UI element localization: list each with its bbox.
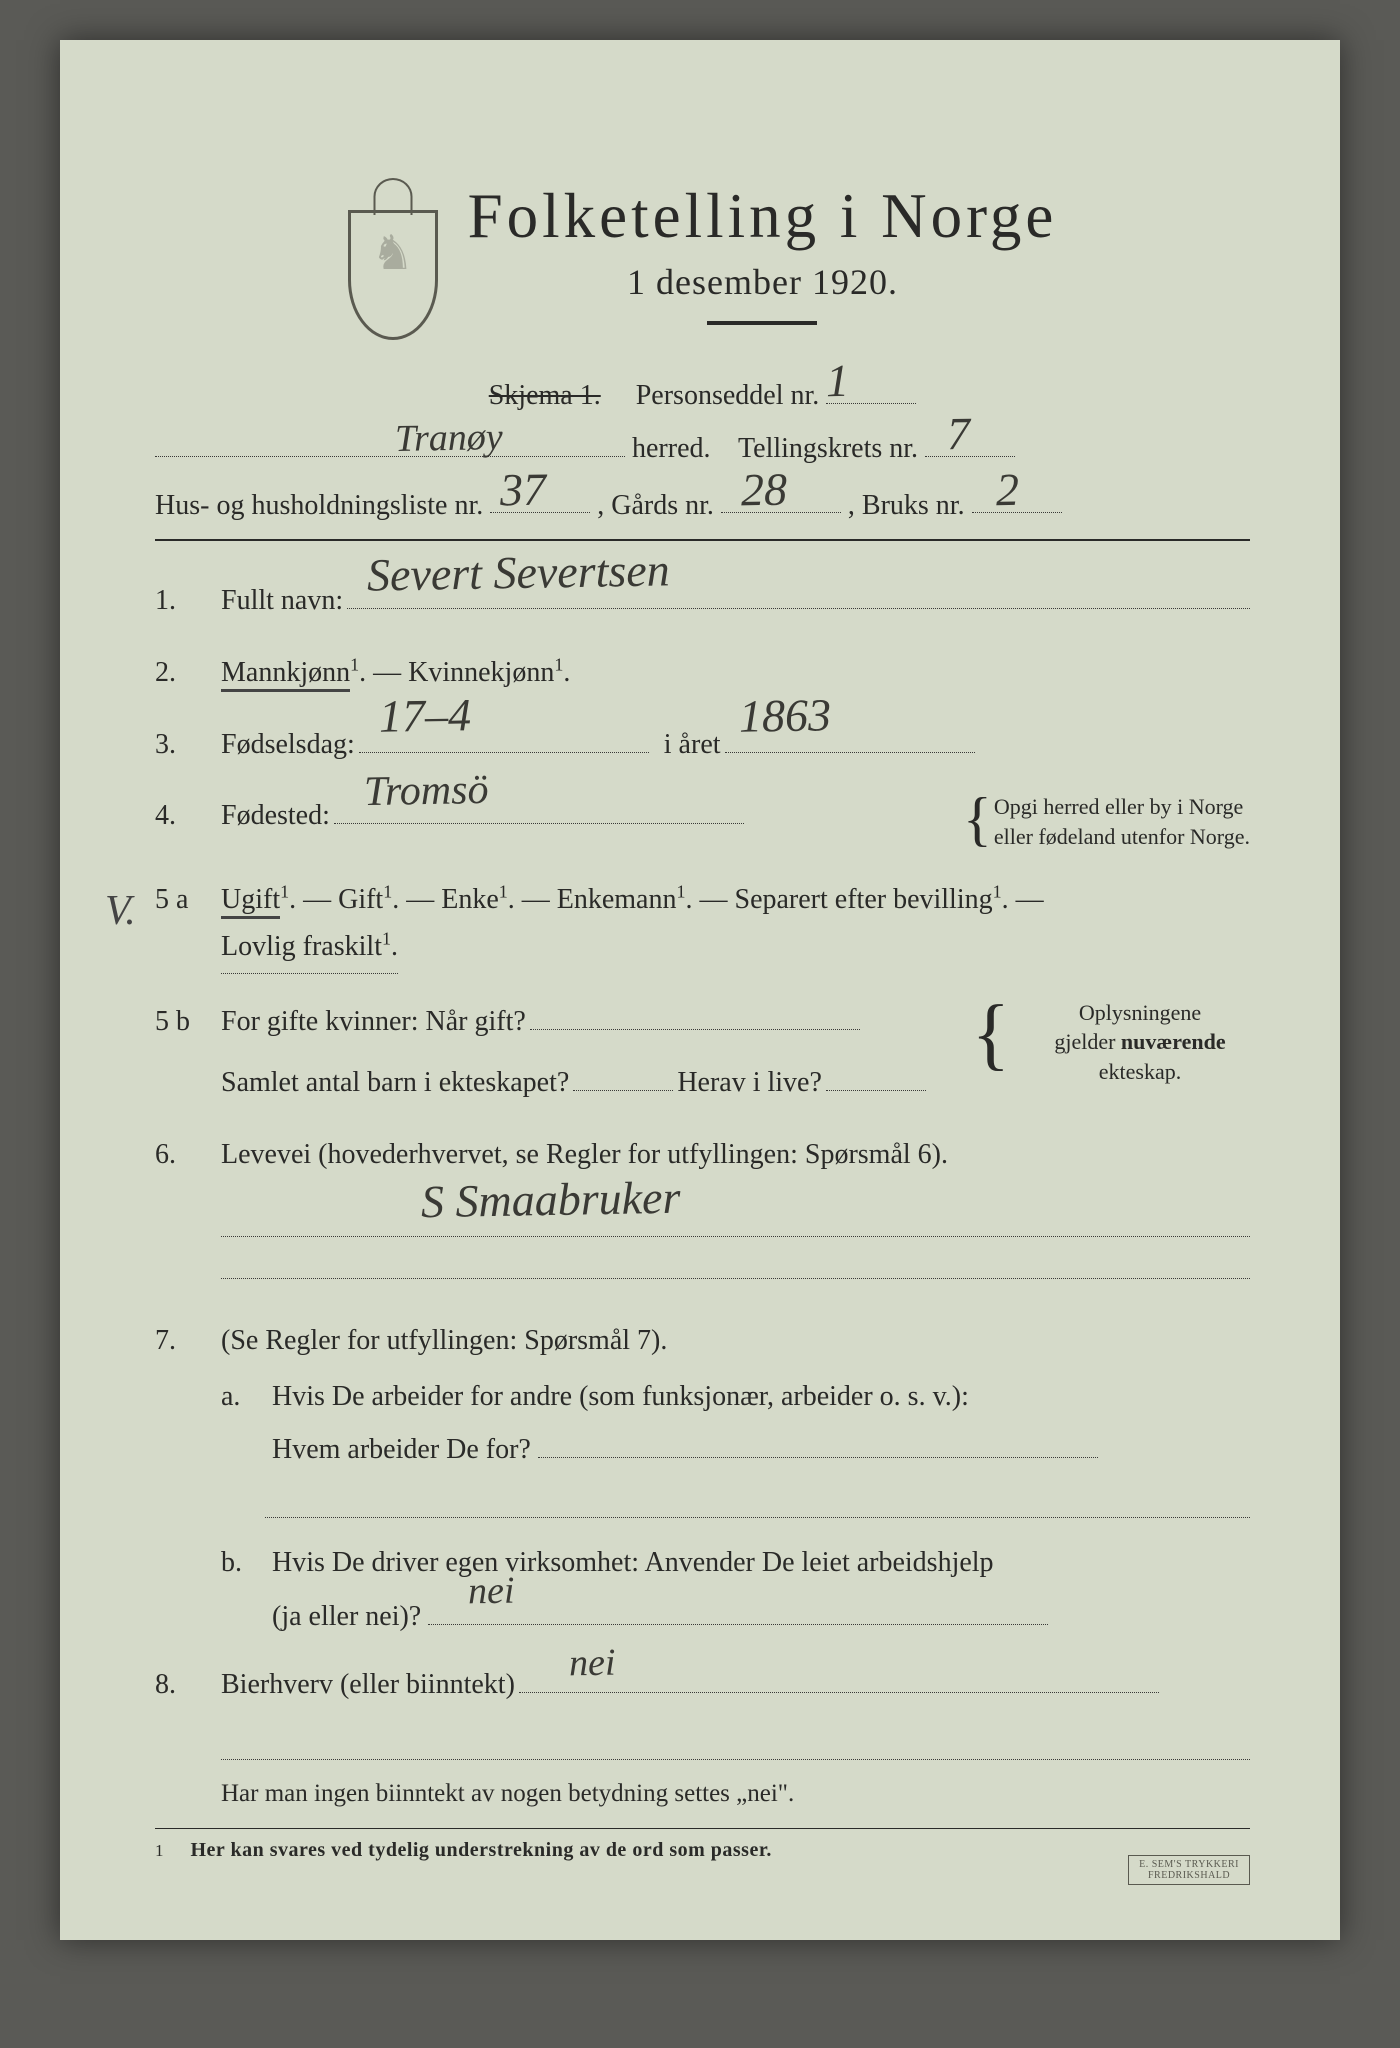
coat-of-arms-icon: ♞: [348, 210, 438, 340]
fn-num: 1: [155, 1841, 185, 1861]
q7b-line2: (ja eller nei)?: [272, 1601, 421, 1632]
question-7a: a. Hvis De arbeider for andre (som funks…: [221, 1370, 1250, 1518]
tellingskrets-label: Tellingskrets nr.: [738, 433, 918, 464]
husliste-label: Hus- og husholdningsliste nr.: [155, 489, 483, 520]
printer-stamp: E. SEM'S TRYKKERI FREDRIKSHALD: [1128, 1855, 1250, 1885]
brace-icon-2: {: [972, 998, 1010, 1070]
bruks-label: , Bruks nr.: [848, 489, 965, 520]
q5b-note: Oplysningene gjelder nuværende ekteskap.: [1020, 998, 1250, 1087]
q5a-enkemann: Enkemann: [557, 884, 677, 915]
q7a-num: a.: [221, 1370, 265, 1423]
footnote-section: 1 Her kan svares ved tydelig understrekn…: [155, 1828, 1250, 1862]
list-numbers-line: Hus- og husholdningsliste nr. 37 , Gårds…: [155, 483, 1250, 522]
q7b-line1: Hvis De driver egen virksomhet: Anvender…: [272, 1547, 994, 1578]
q7a-line1: Hvis De arbeider for andre (som funksjon…: [272, 1381, 969, 1412]
herred-line: Tranøy herred. Tellingskrets nr. 7: [155, 426, 1250, 465]
question-6: 6. Levevei (hovederhvervet, se Regler fo…: [155, 1131, 1250, 1293]
census-form-page: ♞ Folketelling i Norge 1 desember 1920. …: [60, 40, 1340, 1940]
q5a-fraskilt: Lovlig fraskilt: [221, 931, 382, 962]
question-4: 4. Fødested: Tromsö { Opgi herred eller …: [155, 792, 1250, 851]
q4-note: Opgi herred eller by i Norge eller fødel…: [994, 792, 1250, 851]
q3-num: 3.: [155, 721, 221, 769]
question-7: 7. (Se Regler for utfyllingen: Spørsmål …: [155, 1317, 1250, 1365]
q4-label: Fødested:: [221, 792, 330, 840]
question-5b: 5 b For gifte kvinner: Når gift? Samlet …: [155, 998, 1250, 1107]
q5a-ugift: Ugift: [221, 884, 280, 919]
schema-label: Skjema 1.: [489, 380, 601, 411]
schema-line: Skjema 1. Personseddel nr. 1: [155, 373, 1250, 412]
brace-icon: {: [963, 792, 992, 846]
q7-label: (Se Regler for utfyllingen: Spørsmål 7).: [221, 1325, 667, 1356]
q7b-num: b.: [221, 1536, 265, 1589]
gards-value: 28: [740, 463, 787, 517]
q3-day-label: Fødselsdag:: [221, 721, 355, 769]
q5a-num: 5 a: [155, 876, 221, 924]
q2-num: 2.: [155, 649, 221, 697]
q5b-line1: For gifte kvinner: Når gift?: [221, 998, 526, 1046]
q8-footnote: Har man ingen biinntekt av nogen betydni…: [221, 1780, 1250, 1808]
q1-label: Fullt navn:: [221, 577, 343, 625]
question-7b: b. Hvis De driver egen virksomhet: Anven…: [221, 1536, 1250, 1642]
bruks-value: 2: [995, 463, 1019, 516]
q6-value: S Smaabruker: [420, 1159, 681, 1242]
page-subtitle: 1 desember 1920.: [468, 261, 1058, 303]
margin-mark: V.: [105, 876, 136, 947]
herred-value: Tranøy: [395, 415, 503, 461]
q4-num: 4.: [155, 792, 221, 840]
q8-num: 8.: [155, 1661, 221, 1709]
q5b-line2b: Herav i live?: [677, 1059, 822, 1107]
q5a-enke: Enke: [441, 884, 499, 915]
personseddel-value: 1: [826, 354, 850, 407]
q8-label: Bierhverv (eller biinntekt): [221, 1661, 515, 1709]
tellingskrets-value: 7: [947, 406, 971, 459]
q7b-value: nei: [468, 1555, 516, 1628]
q1-value: Severt Severtsen: [366, 532, 670, 615]
q5b-line2a: Samlet antal barn i ekteskapet?: [221, 1059, 569, 1107]
section-divider: [155, 539, 1250, 541]
q2-male: Mannkjønn: [221, 657, 350, 692]
q4-value: Tromsö: [363, 755, 489, 829]
question-8: 8. Bierhverv (eller biinntekt) nei: [155, 1661, 1250, 1709]
gards-label: , Gårds nr.: [597, 489, 714, 520]
q5a-gift: Gift: [338, 884, 383, 915]
q5b-num: 5 b: [155, 998, 221, 1046]
q7-num: 7.: [155, 1317, 221, 1365]
personseddel-label: Personseddel nr.: [636, 380, 820, 411]
title-divider: [707, 321, 817, 325]
page-title: Folketelling i Norge: [468, 180, 1058, 253]
herred-suffix: herred.: [632, 433, 711, 464]
q8-value: nei: [568, 1631, 616, 1696]
q6-num: 6.: [155, 1131, 221, 1179]
husliste-value: 37: [500, 463, 547, 517]
question-5a: V. 5 a Ugift1. — Gift1. — Enke1. — Enkem…: [155, 876, 1250, 974]
title-block: Folketelling i Norge 1 desember 1920.: [468, 180, 1058, 363]
question-1: 1. Fullt navn: Severt Severtsen: [155, 577, 1250, 625]
question-3: 3. Fødselsdag: 17–4 i året 1863: [155, 721, 1250, 769]
q5a-separert: Separert efter bevilling: [735, 884, 993, 915]
question-2: 2. Mannkjønn1. — Kvinnekjønn1.: [155, 649, 1250, 697]
q3-year-label: i året: [664, 721, 721, 769]
header: ♞ Folketelling i Norge 1 desember 1920.: [155, 180, 1250, 363]
q7a-line2: Hvem arbeider De for?: [272, 1434, 531, 1465]
q3-year-value: 1863: [738, 677, 831, 757]
q1-num: 1.: [155, 577, 221, 625]
q3-day-value: 17–4: [378, 677, 471, 757]
fn-text: Her kan svares ved tydelig understreknin…: [191, 1839, 772, 1861]
